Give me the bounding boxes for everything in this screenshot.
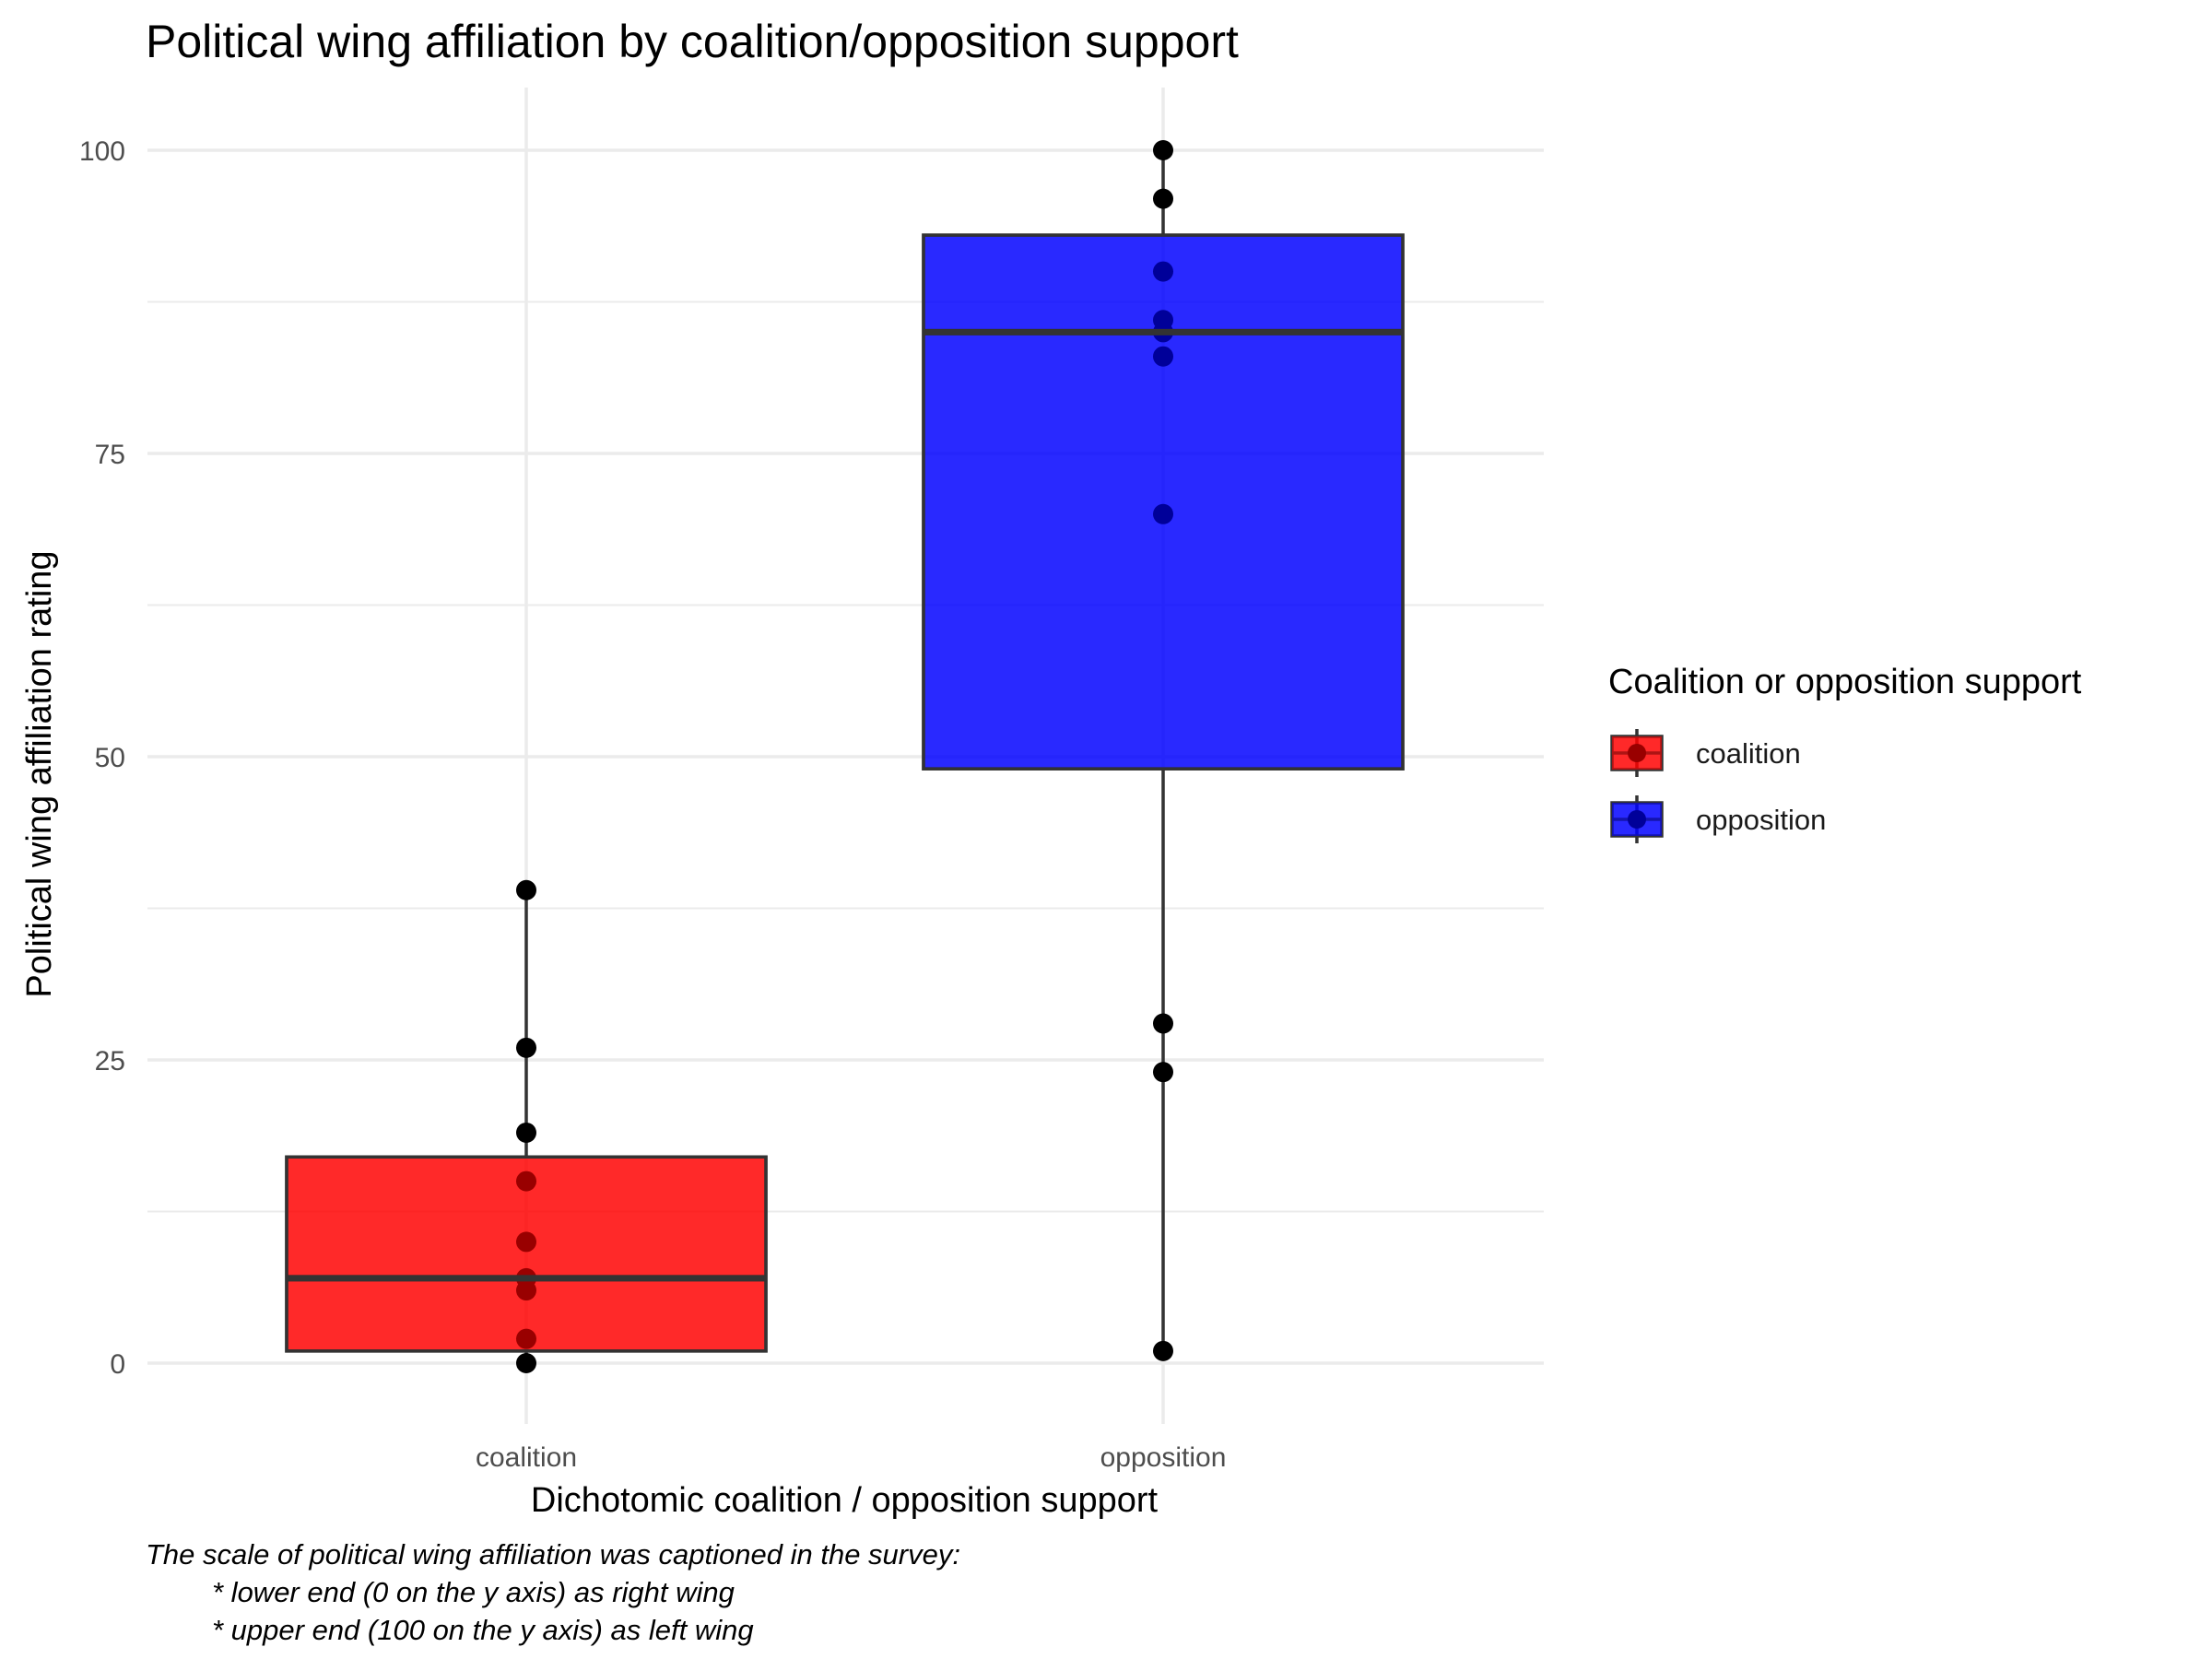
y-tick-label: 75 (95, 440, 125, 470)
data-point (516, 1037, 536, 1058)
x-tick-label: coalition (476, 1442, 577, 1473)
box-overlay-coalition (285, 1155, 768, 1353)
y-tick-label: 25 (95, 1046, 125, 1077)
data-point (1153, 1013, 1173, 1034)
y-tick-label: 0 (110, 1349, 125, 1380)
caption-line-2: * lower end (0 on the y axis) as right w… (212, 1576, 735, 1608)
chart-title: Political wing affiliation by coalition/… (146, 16, 1239, 67)
points-layer (285, 140, 1405, 1373)
y-axis-title: Political wing affiliation rating (20, 550, 59, 997)
x-axis-title: Dichotomic coalition / opposition suppor… (531, 1481, 1159, 1520)
y-tick-label: 50 (95, 743, 125, 773)
caption-line-1: The scale of political wing affiliation … (146, 1538, 960, 1571)
data-point (1153, 140, 1173, 160)
data-point (1153, 188, 1173, 209)
box-overlay-opposition (922, 233, 1405, 771)
data-point (516, 879, 536, 900)
legend-label-coalition: coalition (1696, 737, 1801, 770)
legend-label-opposition: opposition (1696, 804, 1826, 836)
caption-line-3: * upper end (100 on the y axis) as left … (212, 1614, 754, 1646)
legend: Coalition or opposition support coalitio… (1608, 663, 2082, 843)
legend-key-tint (1612, 803, 1662, 836)
data-point (516, 1122, 536, 1143)
data-point (1153, 1062, 1173, 1083)
x-tick-label: opposition (1100, 1442, 1227, 1473)
legend-title: Coalition or opposition support (1608, 663, 2082, 701)
caption: The scale of political wing affiliation … (146, 1538, 960, 1646)
data-point (516, 1353, 536, 1373)
data-point (1153, 1340, 1173, 1361)
y-tick-label: 100 (79, 136, 125, 167)
legend-key-tint (1612, 736, 1662, 770)
axis-ticks: 0 25 50 75 100 coalition opposition (79, 136, 1226, 1473)
